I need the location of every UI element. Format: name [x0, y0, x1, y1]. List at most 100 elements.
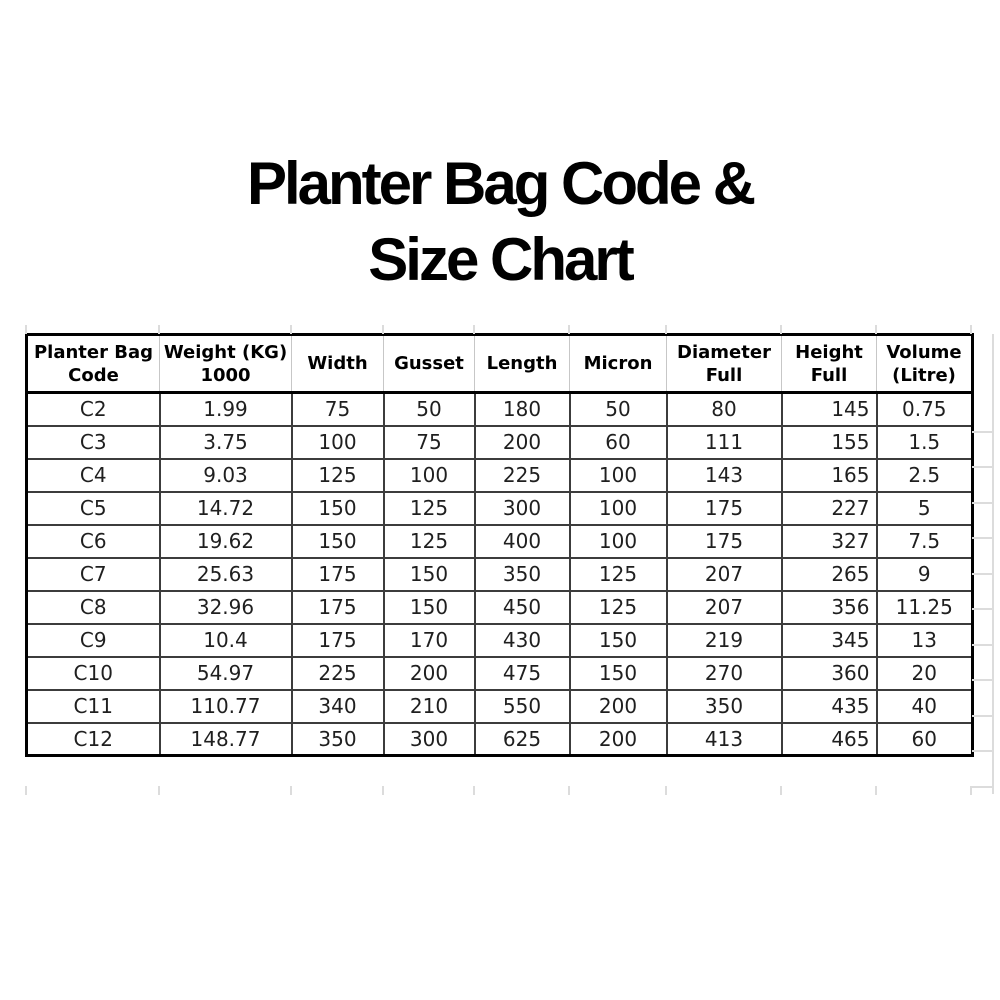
cell-volume: 40: [875, 688, 974, 724]
cell-weight: 10.4: [158, 622, 293, 658]
column-header-width: Width: [291, 334, 384, 394]
gridline-stub: [972, 608, 992, 610]
cell-micron: 60: [568, 424, 668, 460]
cell-volume: 5: [875, 490, 974, 526]
column-header-weight: Weight (KG) 1000: [159, 334, 292, 394]
gridline-stub: [665, 325, 667, 334]
cell-gusset: 150: [382, 589, 476, 625]
cell-length: 550: [473, 688, 571, 724]
gridline-stub: [970, 325, 972, 334]
cell-weight: 1.99: [158, 391, 293, 427]
gridline-stub: [568, 325, 570, 334]
cell-diameter: 219: [665, 622, 783, 658]
cell-code: C4: [25, 457, 161, 493]
cell-code: C8: [25, 589, 161, 625]
gridline-stub: [665, 786, 667, 795]
cell-micron: 150: [568, 622, 668, 658]
column-header-volume: Volume (Litre): [876, 334, 973, 394]
gridline-stub: [875, 786, 877, 795]
gridline-stub: [970, 786, 972, 795]
cell-diameter: 175: [665, 523, 783, 559]
cell-weight: 14.72: [158, 490, 293, 526]
cell-gusset: 100: [382, 457, 476, 493]
cell-length: 450: [473, 589, 571, 625]
page-title-line1: Planter Bag Code &: [246, 150, 756, 217]
cell-diameter: 207: [665, 556, 783, 592]
cell-code: C5: [25, 490, 161, 526]
gridline-stub: [972, 431, 992, 433]
cell-micron: 200: [568, 688, 668, 724]
gridline-stub: [25, 325, 27, 334]
cell-volume: 9: [875, 556, 974, 592]
table-row: C8 32.96 175 150 450 125 207 356 11.25: [25, 589, 974, 625]
cell-height: 327: [780, 523, 878, 559]
cell-width: 100: [290, 424, 385, 460]
cell-code: C11: [25, 688, 161, 724]
column-header-height: Height Full: [781, 334, 877, 394]
table-row: C9 10.4 175 170 430 150 219 345 13: [25, 622, 974, 658]
page-title-line2: Size Chart: [368, 226, 634, 293]
cell-width: 350: [290, 721, 385, 757]
table-row: C4 9.03 125 100 225 100 143 165 2.5: [25, 457, 974, 493]
cell-volume: 11.25: [875, 589, 974, 625]
table-row: C10 54.97 225 200 475 150 270 360 20: [25, 655, 974, 691]
gridline-stub: [158, 325, 160, 334]
cell-height: 465: [780, 721, 878, 757]
gridline-stub: [972, 502, 992, 504]
cell-weight: 25.63: [158, 556, 293, 592]
cell-weight: 3.75: [158, 424, 293, 460]
cell-height: 145: [780, 391, 878, 427]
gridline-stub: [972, 750, 992, 752]
table-row: C3 3.75 100 75 200 60 111 155 1.5: [25, 424, 974, 460]
column-header-micron: Micron: [569, 334, 667, 394]
cell-micron: 100: [568, 457, 668, 493]
cell-micron: 150: [568, 655, 668, 691]
table-body: C2 1.99 75 50 180 50 80 145 0.75 C3 3.75 100 75 200 60…: [25, 391, 974, 757]
cell-width: 125: [290, 457, 385, 493]
gridline-stub: [568, 786, 570, 795]
cell-weight: 32.96: [158, 589, 293, 625]
cell-gusset: 170: [382, 622, 476, 658]
gridline-stub: [972, 573, 992, 575]
column-header-gusset: Gusset: [383, 334, 475, 394]
gridline-stub: [780, 325, 782, 334]
cell-height: 165: [780, 457, 878, 493]
gridline-stub: [992, 334, 994, 794]
cell-width: 175: [290, 589, 385, 625]
cell-width: 150: [290, 490, 385, 526]
cell-height: 227: [780, 490, 878, 526]
cell-length: 475: [473, 655, 571, 691]
header-row: Planter Bag Code Weight (KG) 1000 Width Gus…: [26, 334, 973, 394]
cell-code: C7: [25, 556, 161, 592]
cell-weight: 19.62: [158, 523, 293, 559]
table-row: C6 19.62 150 125 400 100 175 327 7.5: [25, 523, 974, 559]
cell-volume: 13: [875, 622, 974, 658]
cell-height: 360: [780, 655, 878, 691]
cell-width: 150: [290, 523, 385, 559]
cell-gusset: 210: [382, 688, 476, 724]
gridline-stub: [158, 786, 160, 795]
cell-length: 400: [473, 523, 571, 559]
cell-volume: 2.5: [875, 457, 974, 493]
cell-code: C10: [25, 655, 161, 691]
cell-weight: 54.97: [158, 655, 293, 691]
gridline-stub: [972, 715, 992, 717]
column-header-length: Length: [474, 334, 570, 394]
table-row: C2 1.99 75 50 180 50 80 145 0.75: [25, 391, 974, 427]
cell-gusset: 75: [382, 424, 476, 460]
cell-code: C9: [25, 622, 161, 658]
cell-volume: 0.75: [875, 391, 974, 427]
cell-diameter: 111: [665, 424, 783, 460]
cell-height: 356: [780, 589, 878, 625]
gridline-stub: [382, 786, 384, 795]
gridline-stub: [780, 786, 782, 795]
cell-micron: 125: [568, 589, 668, 625]
cell-diameter: 143: [665, 457, 783, 493]
cell-diameter: 80: [665, 391, 783, 427]
cell-diameter: 207: [665, 589, 783, 625]
cell-length: 225: [473, 457, 571, 493]
cell-width: 175: [290, 622, 385, 658]
cell-height: 155: [780, 424, 878, 460]
cell-volume: 20: [875, 655, 974, 691]
